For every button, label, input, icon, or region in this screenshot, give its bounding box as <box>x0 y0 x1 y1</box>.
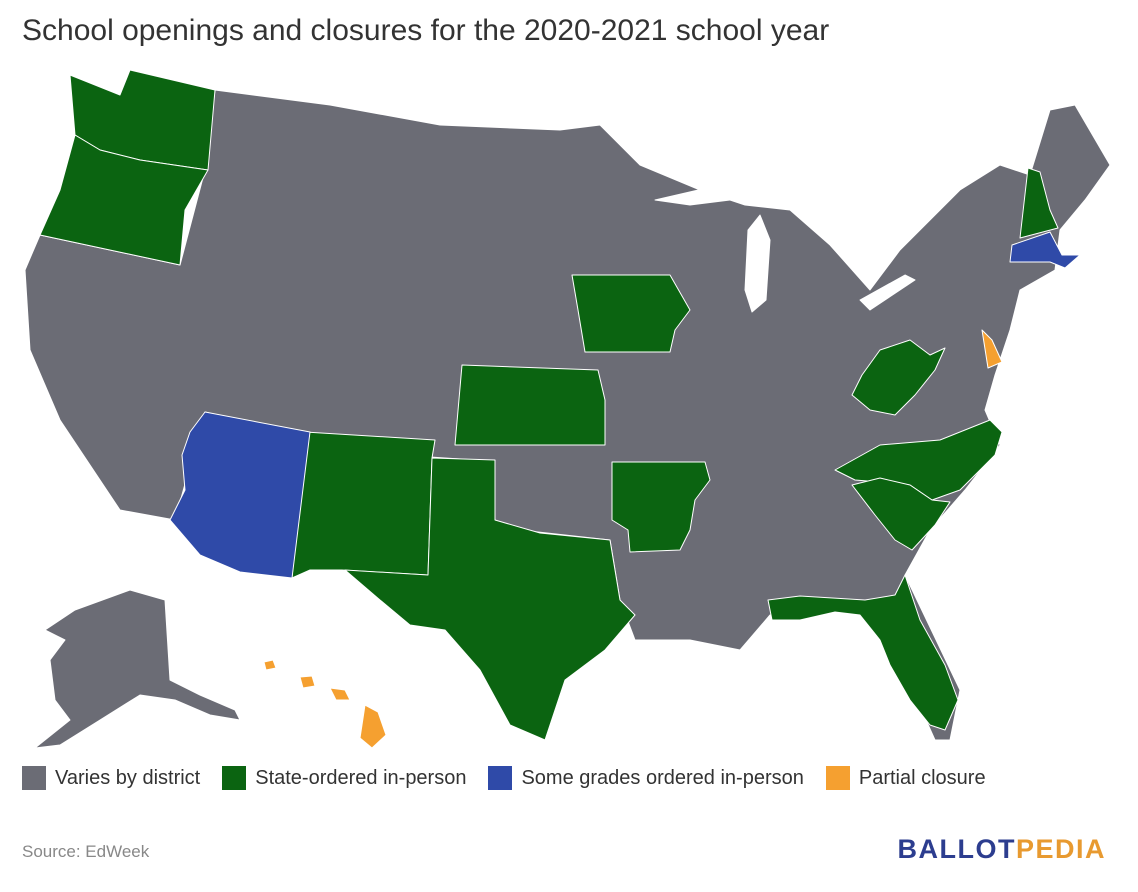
us-map <box>24 69 1111 749</box>
state-hawaii-maui <box>329 687 351 701</box>
state-hawaii-oahu <box>299 675 316 689</box>
legend-label-state-ordered: State-ordered in-person <box>255 766 467 789</box>
map-title: School openings and closures for the 202… <box>22 14 830 47</box>
source-note: Source: EdWeek <box>22 842 150 861</box>
legend-swatch-state-ordered <box>222 766 247 790</box>
state-delaware <box>981 329 1003 369</box>
legend-item-partial: Partial closure <box>825 766 986 790</box>
legend-label-partial: Partial closure <box>858 766 986 789</box>
lake-michigan <box>744 214 771 313</box>
state-arizona <box>169 411 311 579</box>
state-hawaii-big-island <box>359 704 387 749</box>
state-florida <box>767 574 959 731</box>
legend-swatch-partial <box>825 766 850 790</box>
ballotpedia-logo: BALLOTPEDIA <box>897 834 1106 865</box>
legend-item-state-ordered: State-ordered in-person <box>222 766 466 790</box>
state-massachusetts <box>1009 231 1081 269</box>
state-hawaii-kauai <box>263 659 277 671</box>
state-new-mexico <box>291 431 436 579</box>
state-alaska <box>34 589 241 749</box>
state-oregon <box>39 134 209 266</box>
legend: Varies by district State-ordered in-pers… <box>22 766 1008 790</box>
legend-item-some-grades: Some grades ordered in-person <box>488 766 804 790</box>
state-arkansas <box>611 461 711 553</box>
logo-text-pedia: PEDIA <box>1015 834 1106 864</box>
state-texas <box>344 457 636 741</box>
logo-text-ballot: BALLOT <box>897 834 1016 864</box>
legend-label-some-grades: Some grades ordered in-person <box>521 766 804 789</box>
state-kansas <box>454 364 606 446</box>
lake-superior <box>654 184 761 206</box>
legend-swatch-some-grades <box>488 766 513 790</box>
legend-item-varies: Varies by district <box>22 766 200 790</box>
state-south-carolina <box>851 477 951 551</box>
state-new-hampshire <box>1019 167 1059 239</box>
legend-swatch-varies <box>22 766 46 790</box>
legend-label-varies: Varies by district <box>55 766 201 789</box>
state-iowa <box>571 274 691 353</box>
lake-erie <box>859 274 916 311</box>
state-west-virginia <box>851 339 946 416</box>
